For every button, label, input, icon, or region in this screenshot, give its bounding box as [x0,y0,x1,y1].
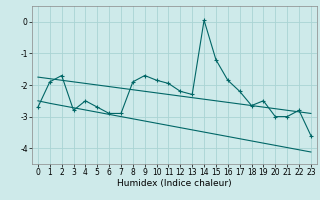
X-axis label: Humidex (Indice chaleur): Humidex (Indice chaleur) [117,179,232,188]
